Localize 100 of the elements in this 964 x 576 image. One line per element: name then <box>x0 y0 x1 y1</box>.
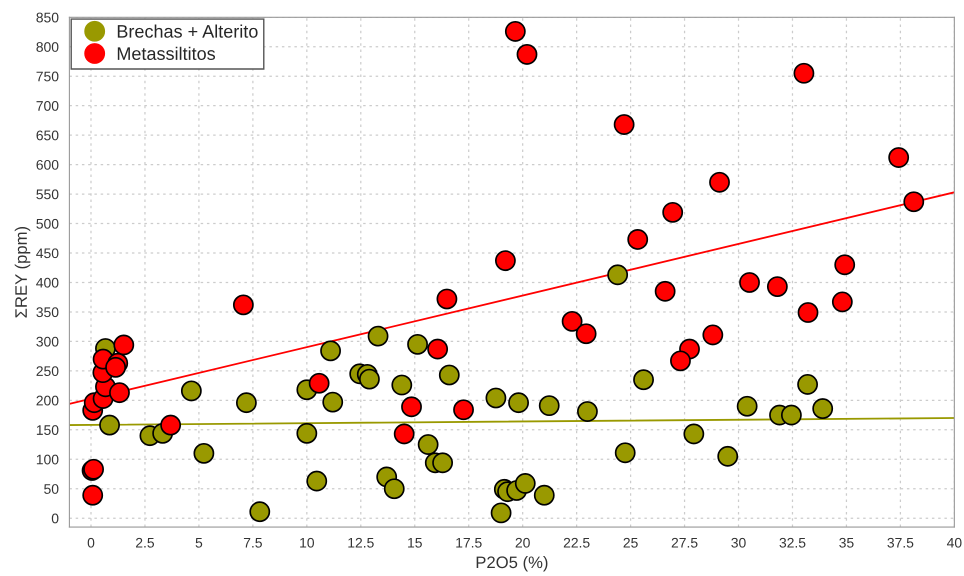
y-tick-label: 200 <box>36 396 58 406</box>
point <box>113 334 134 356</box>
point <box>794 62 814 84</box>
y-tick-label: 150 <box>36 425 58 435</box>
x-tick-label: 32.5 <box>779 538 806 548</box>
point <box>320 340 341 362</box>
y-tick-label: 300 <box>36 336 58 347</box>
point <box>296 422 318 444</box>
x-tick-label: 37.5 <box>887 538 914 548</box>
point <box>306 470 328 492</box>
point <box>368 326 388 347</box>
point <box>654 280 676 302</box>
point <box>308 372 330 394</box>
point <box>495 250 516 272</box>
point <box>384 478 405 500</box>
y-tick-label: 600 <box>36 160 58 170</box>
legend-label: Metassiltitos <box>118 46 216 60</box>
x-tick-label: 2.5 <box>136 538 154 548</box>
x-tick-label: 15 <box>408 538 422 548</box>
point <box>504 21 526 42</box>
point <box>322 392 344 413</box>
point <box>193 442 214 464</box>
point <box>516 44 538 65</box>
y-tick-label: 550 <box>36 189 58 200</box>
point <box>359 368 380 390</box>
y-tick-label: 850 <box>36 12 58 22</box>
y-tick-label: 100 <box>36 454 58 464</box>
y-tick-label: 700 <box>36 101 58 111</box>
point <box>427 338 448 360</box>
y-tick-label: 0 <box>52 514 58 524</box>
legend-label: Brechas + Alterito <box>118 24 258 38</box>
point <box>614 114 635 135</box>
point <box>105 356 126 378</box>
x-tick-label: 35 <box>839 538 854 548</box>
point <box>99 414 120 436</box>
point <box>391 374 412 396</box>
point <box>798 302 818 323</box>
point <box>709 172 730 193</box>
point <box>418 434 439 455</box>
point <box>766 276 788 298</box>
point <box>662 202 684 223</box>
point <box>633 369 654 390</box>
y-tick-label: 500 <box>36 218 58 229</box>
point <box>562 310 583 332</box>
point <box>812 398 834 419</box>
x-tick-label: 10 <box>300 538 314 548</box>
point <box>702 324 724 346</box>
x-tick-label: 30 <box>731 538 746 548</box>
point <box>160 414 182 436</box>
x-tick-label: 40 <box>946 538 962 548</box>
point <box>888 147 910 168</box>
y-tick-label: 750 <box>36 72 58 82</box>
point <box>232 294 254 316</box>
x-tick-label: 12.5 <box>348 538 374 548</box>
point <box>453 399 474 420</box>
y-axis-title: ΣREY (ppm) <box>14 226 30 318</box>
point <box>736 396 758 417</box>
point <box>109 382 130 404</box>
point <box>438 364 460 386</box>
x-axis-title: P2O5 (%) <box>476 556 548 572</box>
point <box>717 446 738 467</box>
x-tick-label: 25 <box>624 538 638 548</box>
x-tick-label: 20 <box>516 538 530 548</box>
point <box>236 392 257 414</box>
point <box>432 452 454 474</box>
point <box>436 288 458 310</box>
point <box>407 334 428 355</box>
point <box>683 424 704 444</box>
point <box>249 501 270 522</box>
point <box>180 380 202 402</box>
x-tick-label: 17.5 <box>456 538 482 548</box>
point <box>508 392 529 414</box>
point <box>607 264 628 286</box>
point <box>627 229 648 250</box>
y-tick-label: 400 <box>36 278 58 288</box>
point <box>486 388 506 408</box>
x-tick-label: 27.5 <box>672 538 698 548</box>
x-tick-label: 22.5 <box>564 538 590 548</box>
x-tick-label: 0 <box>88 538 94 548</box>
point <box>903 191 924 212</box>
point <box>490 502 512 524</box>
point <box>576 323 597 344</box>
y-tick-label: 450 <box>36 248 58 258</box>
y-tick-label: 50 <box>44 484 58 494</box>
point <box>670 350 691 372</box>
y-tick-label: 800 <box>36 42 58 52</box>
y-tick-label: 350 <box>36 307 58 318</box>
point <box>401 396 422 418</box>
point <box>832 292 853 312</box>
point <box>797 374 818 395</box>
point <box>394 424 415 444</box>
point <box>834 254 856 276</box>
point <box>82 484 104 506</box>
y-tick-label: 250 <box>36 366 58 376</box>
point <box>514 473 536 494</box>
point <box>534 484 555 506</box>
x-tick-label: 5 <box>196 538 202 548</box>
point <box>577 401 598 422</box>
y-tick-label: 650 <box>36 130 58 140</box>
point <box>780 404 802 426</box>
